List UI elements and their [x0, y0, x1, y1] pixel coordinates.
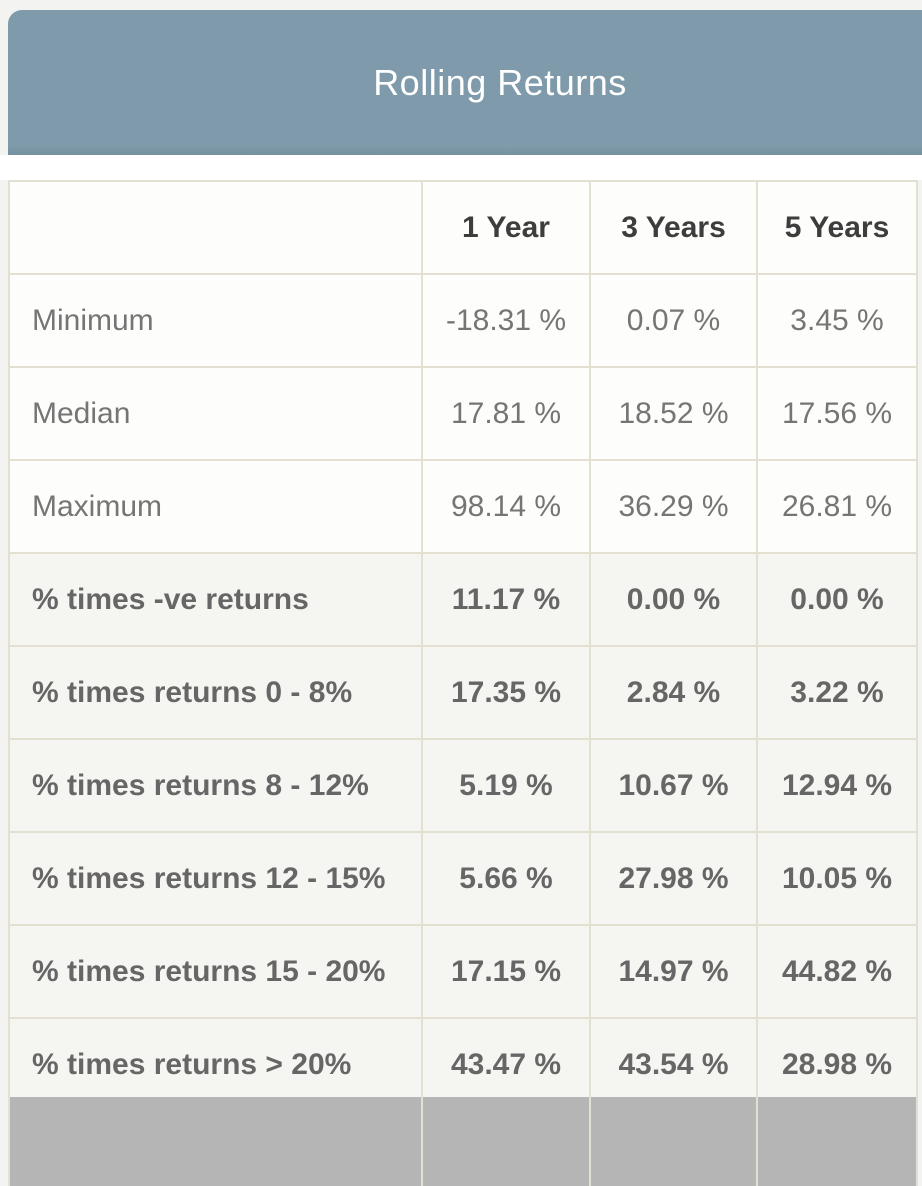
- row-value-3-years: 27.98 %: [589, 831, 758, 926]
- row-value-3-years: 2.84 %: [589, 645, 758, 740]
- table-row: % times returns > 20% 43.47 % 43.54 % 28…: [8, 1017, 918, 1112]
- row-value-3-years: 36.29 %: [589, 459, 758, 554]
- row-value-3-years: 18.52 %: [589, 366, 758, 461]
- table-row: % times returns 0 - 8% 17.35 % 2.84 % 3.…: [8, 645, 918, 740]
- table-header-row: 1 Year 3 Years 5 Years: [8, 180, 918, 275]
- row-value-5-years: 28.98 %: [756, 1017, 918, 1112]
- row-value-1-year: 11.17 %: [421, 552, 591, 647]
- row-value-5-years: 17.56 %: [756, 366, 918, 461]
- row-value-3-years: 0.00 %: [589, 552, 758, 647]
- row-label: % times returns 8 - 12%: [8, 738, 423, 833]
- page-title: Rolling Returns: [373, 61, 627, 103]
- row-value-1-year: 17.15 %: [421, 924, 591, 1019]
- row-value-3-years: 10.67 %: [589, 738, 758, 833]
- row-value-3-years: 14.97 %: [589, 924, 758, 1019]
- row-value-3-years: 0.07 %: [589, 273, 758, 368]
- header-table-gap: [0, 155, 922, 180]
- table-container: 1 Year 3 Years 5 Years Minimum -18.31 % …: [8, 180, 918, 1186]
- table-row: % times returns 12 - 15% 5.66 % 27.98 % …: [8, 831, 918, 926]
- bottom-strip-segment: [756, 1097, 918, 1186]
- bottom-strip-segment: [8, 1097, 423, 1186]
- row-value-5-years: 44.82 %: [756, 924, 918, 1019]
- row-value-1-year: 17.35 %: [421, 645, 591, 740]
- table-row: % times returns 8 - 12% 5.19 % 10.67 % 1…: [8, 738, 918, 833]
- column-header-3-years: 3 Years: [589, 180, 758, 275]
- table-row: Maximum 98.14 % 36.29 % 26.81 %: [8, 459, 918, 554]
- bottom-strip-row: [8, 1097, 918, 1186]
- row-value-5-years: 26.81 %: [756, 459, 918, 554]
- column-header-empty: [8, 180, 423, 275]
- row-value-1-year: 5.19 %: [421, 738, 591, 833]
- row-value-5-years: 3.22 %: [756, 645, 918, 740]
- bottom-strip-segment: [589, 1097, 758, 1186]
- row-label: Minimum: [8, 273, 423, 368]
- table-row: Median 17.81 % 18.52 % 17.56 %: [8, 366, 918, 461]
- row-value-1-year: 17.81 %: [421, 366, 591, 461]
- rolling-returns-header: Rolling Returns: [8, 10, 922, 155]
- row-value-1-year: -18.31 %: [421, 273, 591, 368]
- row-value-5-years: 12.94 %: [756, 738, 918, 833]
- row-value-1-year: 98.14 %: [421, 459, 591, 554]
- row-value-1-year: 43.47 %: [421, 1017, 591, 1112]
- bottom-strip-segment: [421, 1097, 591, 1186]
- row-label: % times returns 0 - 8%: [8, 645, 423, 740]
- table-row: % times -ve returns 11.17 % 0.00 % 0.00 …: [8, 552, 918, 647]
- row-value-5-years: 3.45 %: [756, 273, 918, 368]
- row-label: Median: [8, 366, 423, 461]
- row-value-5-years: 0.00 %: [756, 552, 918, 647]
- row-label: % times -ve returns: [8, 552, 423, 647]
- table-row: Minimum -18.31 % 0.07 % 3.45 %: [8, 273, 918, 368]
- row-label: Maximum: [8, 459, 423, 554]
- row-label: % times returns 12 - 15%: [8, 831, 423, 926]
- row-value-1-year: 5.66 %: [421, 831, 591, 926]
- row-value-5-years: 10.05 %: [756, 831, 918, 926]
- column-header-5-years: 5 Years: [756, 180, 918, 275]
- column-header-1-year: 1 Year: [421, 180, 591, 275]
- rolling-returns-table: 1 Year 3 Years 5 Years Minimum -18.31 % …: [8, 180, 918, 1112]
- row-label: % times returns > 20%: [8, 1017, 423, 1112]
- bottom-strip: [8, 1097, 918, 1186]
- row-label: % times returns 15 - 20%: [8, 924, 423, 1019]
- table-row: % times returns 15 - 20% 17.15 % 14.97 %…: [8, 924, 918, 1019]
